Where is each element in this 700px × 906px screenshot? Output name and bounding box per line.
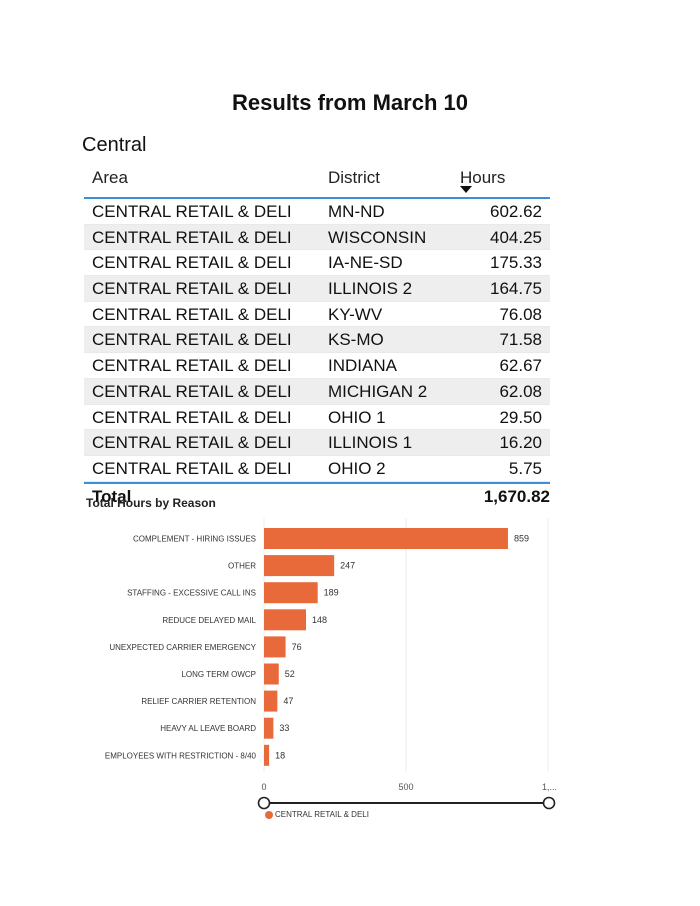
table-header: Area District Hours (84, 163, 550, 199)
data-label: 148 (312, 615, 327, 625)
table-cell-district: IA-NE-SD (328, 253, 403, 273)
page-title: Results from March 10 (232, 90, 468, 115)
table-cell-hours: 16.20 (499, 433, 542, 453)
sort-descending-icon[interactable] (460, 186, 472, 193)
table-cell-district: INDIANA (328, 356, 397, 376)
data-label: 33 (279, 723, 289, 733)
region-heading: Central (82, 134, 147, 156)
table-cell-hours: 29.50 (499, 407, 542, 427)
table-cell-hours: 62.67 (499, 356, 542, 376)
table-cell-hours: 62.08 (499, 381, 542, 401)
bar (264, 528, 508, 549)
table-row[interactable]: CENTRAL RETAIL & DELI ILLINOIS 1 16.20 (84, 430, 550, 456)
table-cell-area: CENTRAL RETAIL & DELI (92, 202, 292, 221)
chart-legend: CENTRAL RETAIL & DELI (265, 810, 369, 819)
category-label: STAFFING - EXCESSIVE CALL INS (127, 589, 256, 598)
column-header-district[interactable]: District (328, 168, 380, 187)
table-cell-area: CENTRAL RETAIL & DELI (92, 458, 292, 478)
bar (264, 690, 278, 712)
table-row[interactable]: CENTRAL RETAIL & DELI MICHIGAN 2 62.08 (84, 378, 550, 405)
x-tick-label: 500 (398, 782, 413, 792)
category-label: EMPLOYEES WITH RESTRICTION - 8/40 (105, 751, 257, 760)
category-label: OTHER (228, 562, 256, 571)
table-cell-area: CENTRAL RETAIL & DELI (92, 330, 292, 350)
category-label: HEAVY AL LEAVE BOARD (160, 724, 256, 733)
bar (264, 582, 318, 604)
table-cell-district: MN-ND (328, 202, 385, 221)
table-cell-area: CENTRAL RETAIL & DELI (92, 356, 292, 376)
table-cell-district: ILLINOIS 1 (328, 433, 413, 453)
range-slider-end-handle[interactable] (542, 796, 556, 810)
data-label: 76 (292, 642, 302, 652)
table-cell-district: OHIO 1 (328, 407, 386, 427)
column-header-hours[interactable]: Hours (460, 168, 506, 187)
table-row[interactable]: CENTRAL RETAIL & DELI ILLINOIS 2 164.75 (84, 276, 550, 302)
bar (264, 717, 274, 739)
table-body: CENTRAL RETAIL & DELI MN-ND 602.62 CENTRAL … (84, 199, 550, 482)
table-cell-district: MICHIGAN 2 (328, 381, 428, 401)
table-row[interactable]: CENTRAL RETAIL & DELI OHIO 1 29.50 (84, 405, 550, 431)
chart-title: Total Hours by Reason (86, 496, 216, 510)
table-cell-district: ILLINOIS 2 (328, 279, 413, 299)
bar (264, 744, 270, 766)
table-cell-hours: 175.33 (490, 253, 542, 273)
range-slider-start-handle[interactable] (257, 796, 271, 810)
category-label: COMPLEMENT - HIRING ISSUES (133, 535, 256, 544)
table-cell-hours: 164.75 (490, 279, 542, 299)
table-cell-hours: 404.25 (490, 227, 542, 247)
table-cell-hours: 5.75 (508, 458, 542, 478)
table-cell-area: CENTRAL RETAIL & DELI (92, 227, 292, 247)
table-cell-area: CENTRAL RETAIL & DELI (92, 407, 292, 427)
table-cell-area: CENTRAL RETAIL & DELI (92, 279, 292, 299)
data-label: 189 (324, 588, 339, 598)
x-tick-label: 1,... (542, 782, 557, 792)
table-row[interactable]: CENTRAL RETAIL & DELI KS-MO 71.58 (84, 327, 550, 354)
category-label: RELIEF CARRIER RETENTION (141, 697, 256, 706)
table-cell-area: CENTRAL RETAIL & DELI (92, 253, 292, 273)
legend-label: CENTRAL RETAIL & DELI (275, 810, 369, 819)
table-total-row: Total 1,670.82 (84, 481, 550, 510)
total-label: Total (92, 486, 132, 506)
bar (264, 636, 286, 658)
bar (264, 609, 307, 631)
data-label: 859 (514, 534, 529, 544)
table-cell-hours: 602.62 (490, 202, 542, 221)
category-label: UNEXPECTED CARRIER EMERGENCY (109, 643, 256, 652)
bar (264, 555, 335, 577)
column-header-area[interactable]: Area (92, 168, 128, 187)
category-label: REDUCE DELAYED MAIL (162, 616, 256, 625)
data-label: 247 (340, 561, 355, 571)
total-value: 1,670.82 (483, 486, 550, 506)
table-cell-district: KS-MO (328, 330, 384, 350)
bar-chart: COMPLEMENT - HIRING ISSUES 859 OTHER 247 STA… (105, 518, 557, 810)
hours-table: Area District Hours CENTRAL RETAIL & DEL… (84, 163, 550, 510)
category-label: LONG TERM OWCP (181, 670, 256, 679)
table-row[interactable]: CENTRAL RETAIL & DELI INDIANA 62.67 (84, 353, 550, 379)
table-cell-hours: 76.08 (499, 304, 542, 324)
table-row[interactable]: CENTRAL RETAIL & DELI KY-WV 76.08 (84, 302, 550, 328)
table-row[interactable]: CENTRAL RETAIL & DELI MN-ND 602.62 (84, 199, 550, 225)
legend-marker (265, 810, 273, 819)
table-cell-district: OHIO 2 (328, 458, 386, 478)
data-label: 52 (285, 669, 295, 679)
table-row[interactable]: CENTRAL RETAIL & DELI WISCONSIN 404.25 (84, 224, 550, 251)
data-label: 18 (275, 750, 285, 760)
table-cell-hours: 71.58 (499, 330, 542, 350)
table-cell-district: WISCONSIN (328, 227, 427, 247)
table-cell-area: CENTRAL RETAIL & DELI (92, 304, 292, 324)
x-tick-label: 0 (261, 782, 266, 792)
table-cell-area: CENTRAL RETAIL & DELI (92, 381, 292, 401)
data-label: 47 (283, 696, 293, 706)
table-cell-district: KY-WV (328, 304, 383, 324)
table-row[interactable]: CENTRAL RETAIL & DELI OHIO 2 5.75 (84, 456, 550, 482)
table-row[interactable]: CENTRAL RETAIL & DELI IA-NE-SD 175.33 (84, 250, 550, 277)
bar (264, 663, 279, 685)
table-cell-area: CENTRAL RETAIL & DELI (92, 433, 292, 453)
